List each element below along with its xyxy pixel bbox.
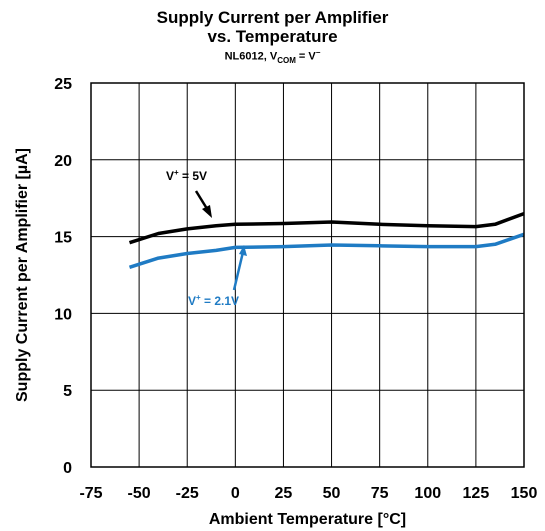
chart-condition: NL6012, VCOM = V− (0, 48, 545, 65)
series-label-2v: V+ = 2.1V (188, 245, 247, 308)
x-tick-label: 150 (511, 485, 538, 502)
label-2v-rest: = 2.1V (201, 294, 239, 308)
x-tick-label: 75 (371, 485, 389, 502)
x-axis-label: Ambient Temperature [°C] (209, 511, 406, 528)
svg-text:V+ = 2.1V: V+ = 2.1V (188, 293, 239, 308)
label-5v-sup: + (174, 168, 179, 177)
x-tick-labels: -75 -50 -25 0 25 50 75 100 125 150 (79, 485, 537, 502)
x-tick-label: 125 (463, 485, 490, 502)
svg-text:V+ = 5V: V+ = 5V (166, 168, 207, 183)
label-2v-base: V (188, 294, 196, 308)
x-tick-label: 25 (275, 485, 293, 502)
y-tick-label: 25 (54, 76, 72, 93)
arrow-2v-head (239, 245, 247, 256)
label-2v-sup: + (196, 293, 201, 302)
series-line-0 (128, 211, 525, 245)
series-group (128, 211, 525, 269)
arrow-2v (232, 251, 245, 291)
y-tick-label: 20 (54, 153, 72, 170)
condition-sub: COM (277, 55, 296, 65)
x-tick-label: 100 (414, 485, 441, 502)
x-tick-label: -50 (128, 485, 151, 502)
condition-part: NL6012, V (224, 50, 278, 63)
x-tick-label: 0 (231, 485, 240, 502)
condition-sup: − (315, 48, 321, 57)
x-tick-label: 50 (323, 485, 341, 502)
y-tick-label: 10 (54, 306, 72, 323)
condition-mid: = V (295, 50, 316, 63)
series-label-5v: V+ = 5V (166, 168, 212, 218)
y-tick-label: 15 (54, 230, 72, 247)
chart-subtitle: vs. Temperature (207, 27, 338, 46)
label-5v-rest: = 5V (179, 169, 207, 183)
x-tick-label: -25 (176, 485, 199, 502)
label-5v-base: V (166, 169, 174, 183)
series-line-1 (128, 232, 525, 269)
y-tick-label: 5 (63, 383, 72, 400)
grid (90, 82, 525, 468)
y-axis-label: Supply Current per Amplifier [µA] (14, 148, 31, 402)
chart-title: Supply Current per Amplifier (156, 8, 389, 27)
plot-frame (90, 82, 525, 468)
y-tick-labels: 0 5 10 15 20 25 (54, 76, 72, 477)
y-tick-label: 0 (63, 460, 72, 477)
x-tick-label: -75 (79, 485, 102, 502)
arrow-5v-head (202, 205, 212, 218)
